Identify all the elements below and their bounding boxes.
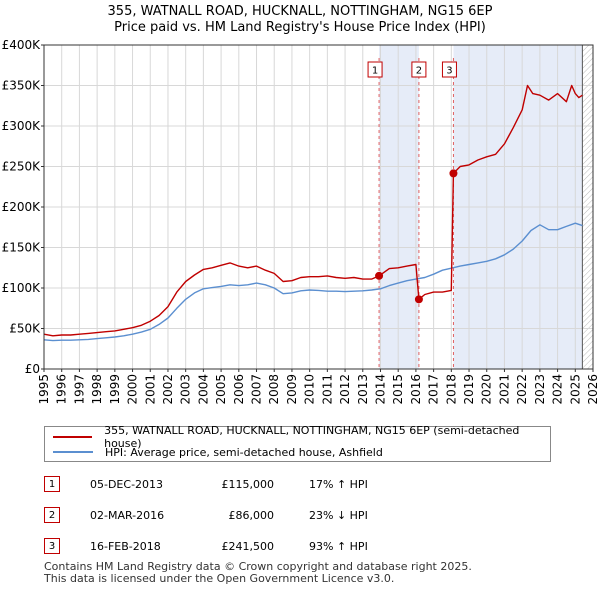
x-tick-label: 2007 <box>250 374 264 405</box>
chart-legend: 355, WATNALL ROAD, HUCKNALL, NOTTINGHAM,… <box>44 424 551 462</box>
y-tick-label: £50K <box>9 322 41 336</box>
x-tick-label: 2021 <box>497 374 511 405</box>
sale-label-text: 3 <box>446 66 452 77</box>
transaction-price: £115,000 <box>221 478 275 491</box>
footer-licence: This data is licensed under the Open Gov… <box>44 572 395 585</box>
sale-label-box <box>367 61 383 78</box>
sale-point <box>449 169 458 178</box>
x-tick-label: 2001 <box>143 374 157 405</box>
price-chart: 1 2 3 £0 £50K £100K £150K £200K £250K £300K £350K… <box>2 38 600 405</box>
y-tick-label: £200K <box>2 200 42 214</box>
x-tick-label: 2014 <box>373 374 387 405</box>
x-tick-label: 2002 <box>161 374 175 405</box>
x-tick-label: 2009 <box>285 374 299 405</box>
x-tick-label: 2010 <box>303 374 317 405</box>
transaction-price: £241,500 <box>221 540 275 553</box>
y-tick-label: £350K <box>2 79 42 93</box>
chart-subtitle: Price paid vs. HM Land Registry's House … <box>114 20 486 35</box>
sale-label-box <box>441 61 457 78</box>
y-tick-label: £150K <box>2 241 42 255</box>
legend-item-property: 355, WATNALL ROAD, HUCKNALL, NOTTINGHAM,… <box>53 424 550 450</box>
footer-copyright: Contains HM Land Registry data © Crown c… <box>44 560 472 573</box>
y-tick-label: £0 <box>25 362 40 376</box>
transaction-price: £86,000 <box>228 509 275 522</box>
x-tick-label: 2026 <box>586 374 600 405</box>
x-tick-label: 2022 <box>515 374 529 405</box>
transaction-row: 3 16-FEB-2018 £241,500 93% ↑ HPI <box>44 538 544 556</box>
y-tick-label: £300K <box>2 119 42 133</box>
legend-label-property: 355, WATNALL ROAD, HUCKNALL, NOTTINGHAM,… <box>104 424 520 450</box>
chart-title: 355, WATNALL ROAD, HUCKNALL, NOTTINGHAM,… <box>107 4 493 19</box>
x-tick-label: 2016 <box>409 374 423 405</box>
transaction-date: 16-FEB-2018 <box>90 540 161 553</box>
transaction-date: 02-MAR-2016 <box>90 509 165 522</box>
transaction-hpi: 93% ↑ HPI <box>309 540 368 553</box>
transaction-row: 2 02-MAR-2016 £86,000 23% ↓ HPI <box>44 507 544 525</box>
x-tick-label: 2019 <box>462 374 476 405</box>
legend-item-hpi: HPI: Average price, semi-detached house,… <box>53 444 383 460</box>
x-tick-label: 1996 <box>55 374 69 405</box>
x-tick-label: 2015 <box>391 374 405 405</box>
sale-label-box <box>411 61 427 78</box>
sale-point <box>414 295 423 304</box>
sale-label-text: 1 <box>372 66 378 77</box>
x-tick-label: 2023 <box>533 374 547 405</box>
y-tick-label: £400K <box>2 38 42 52</box>
legend-swatch-property <box>53 436 93 438</box>
transaction-hpi: 23% ↓ HPI <box>309 509 368 522</box>
x-tick-label: 2005 <box>214 374 228 405</box>
hpi-series-line <box>43 222 583 342</box>
x-tick-label: 2024 <box>551 374 565 405</box>
x-tick-label: 2003 <box>179 374 193 405</box>
property-series-line <box>43 84 583 337</box>
y-tick-label: £250K <box>2 160 42 174</box>
x-tick-label: 2006 <box>232 374 246 405</box>
legend-swatch-hpi <box>53 451 93 453</box>
x-tick-label: 2017 <box>427 374 441 405</box>
sale-point <box>375 271 384 280</box>
x-tick-label: 2020 <box>480 374 494 405</box>
legend-label-hpi: HPI: Average price, semi-detached house,… <box>105 445 383 459</box>
x-tick-label: 1997 <box>72 374 86 405</box>
transaction-number-badge: 2 <box>44 507 60 523</box>
sale-label-text: 2 <box>416 66 422 77</box>
x-tick-label: 2004 <box>196 374 210 405</box>
x-tick-label: 2013 <box>356 374 370 405</box>
transaction-hpi: 17% ↑ HPI <box>309 478 368 491</box>
x-tick-label: 2008 <box>267 374 281 405</box>
x-tick-label: 1995 <box>37 374 51 405</box>
x-tick-label: 2018 <box>444 374 458 405</box>
transaction-number-badge: 1 <box>44 476 60 492</box>
transaction-number-badge: 3 <box>44 538 60 554</box>
x-tick-label: 2000 <box>126 374 140 405</box>
y-tick-label: £100K <box>2 281 42 295</box>
transaction-date: 05-DEC-2013 <box>90 478 164 491</box>
x-tick-label: 2011 <box>320 374 334 405</box>
x-tick-label: 2025 <box>568 374 582 405</box>
x-tick-label: 1999 <box>108 374 122 405</box>
transaction-row: 1 05-DEC-2013 £115,000 17% ↑ HPI <box>44 476 544 494</box>
x-tick-label: 1998 <box>90 374 104 405</box>
x-tick-label: 2012 <box>338 374 352 405</box>
